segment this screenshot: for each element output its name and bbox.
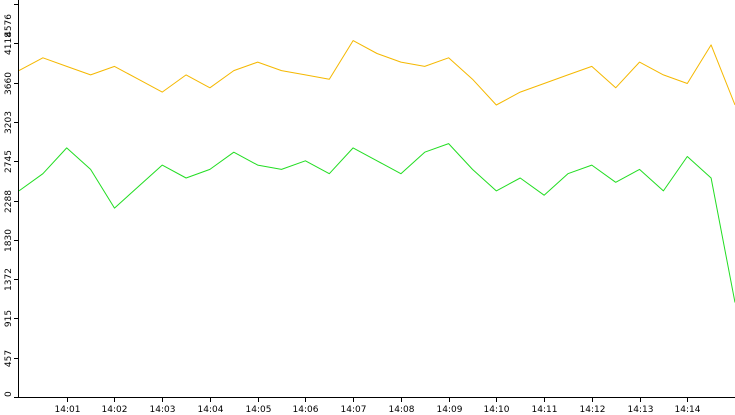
- x-tick-label: 14:08: [389, 405, 415, 415]
- x-tick-label: 14:11: [532, 405, 558, 415]
- y-tick-label: 2288: [4, 190, 14, 213]
- y-tick-label: 2745: [4, 150, 14, 173]
- x-tick-label: 14:14: [675, 405, 701, 415]
- x-tick-label: 14:01: [55, 405, 81, 415]
- y-tick-label: 3203: [4, 111, 14, 134]
- x-tick-label: 14:10: [484, 405, 510, 415]
- x-tick-label: 14:04: [198, 405, 224, 415]
- x-tick-label: 14:07: [341, 405, 367, 415]
- y-tick-label: 915: [4, 310, 14, 327]
- series-line-1: [18, 40, 735, 106]
- x-tick-label: 14:09: [437, 405, 463, 415]
- y-tick-label: 457: [4, 350, 14, 367]
- series-line-2: [18, 143, 735, 303]
- x-tick-label: 14:05: [246, 405, 272, 415]
- series-layer: [18, 40, 735, 303]
- y-tick-label: 3660: [4, 72, 14, 95]
- x-tick-label: 14:02: [102, 405, 128, 415]
- x-tick-label: 14:03: [150, 405, 176, 415]
- y-tick-label: 1830: [4, 229, 14, 252]
- y-tick-label: 4118: [4, 32, 14, 55]
- x-axis-ticks: 14:01 14:02 14:03 14:04 14:05 14:06 14:07 14:08…: [55, 397, 701, 415]
- y-tick-label: 0: [4, 391, 14, 397]
- x-tick-label: 14:13: [628, 405, 654, 415]
- y-tick-label: 4576: [4, 14, 14, 37]
- y-tick-label: 1372: [4, 268, 14, 291]
- x-tick-label: 14:12: [580, 405, 606, 415]
- x-tick-label: 14:06: [293, 405, 319, 415]
